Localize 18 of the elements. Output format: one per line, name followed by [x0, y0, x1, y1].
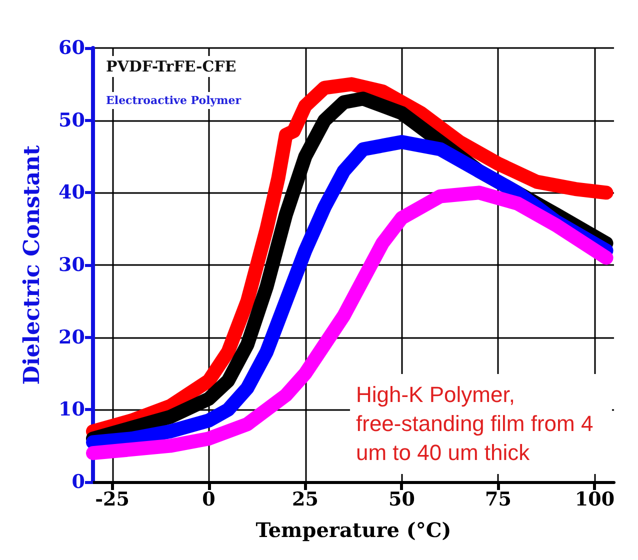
y-tick-label: 50: [58, 109, 85, 132]
x-axis-title: Temperature (°C): [256, 518, 452, 542]
y-tick-label: 30: [58, 254, 85, 276]
y-tick-label: 60: [58, 37, 85, 59]
x-tick-label: -25: [95, 488, 130, 510]
text: PVDF-TrFE-CFE: [106, 58, 236, 76]
y-tick-label: 40: [58, 182, 85, 204]
annotation: High-K Polymer, free-standing film from 4 um to 40 um thick: [356, 382, 600, 465]
y-tick-label: 20: [58, 326, 85, 348]
x-tick-label: 0: [202, 488, 216, 510]
x-tick-label: 50: [388, 488, 415, 510]
y-axis-title: Dielectric Constant: [19, 144, 45, 385]
y-tick-label: 10: [58, 398, 85, 421]
text: Electroactive Polymer: [106, 94, 242, 107]
x-tick-label: 75: [484, 488, 512, 510]
y-tick-label: 0: [72, 471, 85, 493]
x-tick-label: 25: [292, 488, 318, 510]
x-tick-label: 100: [574, 488, 615, 510]
